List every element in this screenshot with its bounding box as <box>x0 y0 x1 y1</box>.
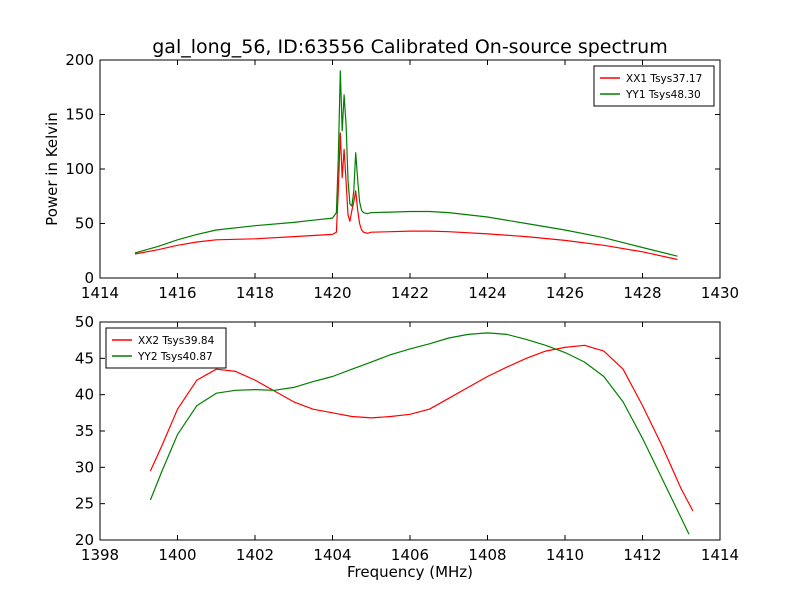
bottom-series-1-line <box>149 344 694 512</box>
bottom-x-axis-label: Frequency (MHz) <box>347 563 473 581</box>
top-legend-label-1: XX1 Tsys37.17 <box>626 73 702 85</box>
top-x-tick-label: 1416 <box>158 284 196 302</box>
bottom-x-tick-label: 1410 <box>546 546 584 564</box>
top-x-tick-label: 1426 <box>546 284 584 302</box>
top-legend: XX1 Tsys37.17 YY1 Tsys48.30 <box>593 65 715 107</box>
top-legend-box <box>593 65 715 107</box>
top-x-tick-label: 1424 <box>468 284 506 302</box>
bottom-x-tick-label: 1412 <box>623 546 661 564</box>
bottom-y-tick-label: 25 <box>75 495 94 513</box>
top-x-tick-label: 1418 <box>236 284 274 302</box>
bottom-x-tick-label: 1408 <box>468 546 506 564</box>
bottom-y-tick-label: 30 <box>75 458 94 476</box>
bottom-x-tick-label: 1414 <box>701 546 739 564</box>
bottom-legend-label-1: XX2 Tsys39.84 <box>138 335 215 347</box>
chart-title: gal_long_56, ID:63556 Calibrated On-sour… <box>152 36 667 58</box>
bottom-x-tick-label: 1398 <box>81 546 119 564</box>
top-x-tick-label: 1430 <box>701 284 739 302</box>
top-y-tick-label: 0 <box>84 269 94 287</box>
bottom-y-tick-label: 50 <box>75 313 94 331</box>
bottom-y-tick-label: 35 <box>75 422 94 440</box>
top-x-tick-label: 1420 <box>313 284 351 302</box>
bottom-x-tick-label: 1402 <box>236 546 274 564</box>
top-series-1-line <box>134 132 678 261</box>
top-y-tick-label: 50 <box>75 215 94 233</box>
top-y-tick-label: 150 <box>65 106 94 124</box>
bottom-y-tick-label: 45 <box>75 349 94 367</box>
bottom-legend: XX2 Tsys39.84 YY2 Tsys40.87 <box>105 327 227 369</box>
bottom-series-2-line <box>149 332 690 535</box>
top-y-axis-label: Power in Kelvin <box>43 112 61 226</box>
bottom-plot: 1398 1400 1402 1404 1406 1408 1410 1412 1414 20 25… <box>75 313 739 581</box>
top-series-2-line <box>134 70 678 257</box>
top-legend-label-2: YY1 Tsys48.30 <box>625 89 701 101</box>
top-y-tick-label: 100 <box>65 160 94 178</box>
bottom-x-tick-label: 1406 <box>391 546 429 564</box>
bottom-y-tick-label: 40 <box>75 386 94 404</box>
bottom-legend-box <box>105 327 227 369</box>
top-plot: 1414 1416 1418 1420 1422 1424 1426 1428 1430 0 50 1… <box>43 51 739 302</box>
bottom-x-tick-label: 1400 <box>158 546 196 564</box>
bottom-y-tick-label: 20 <box>75 531 94 549</box>
top-x-tick-label: 1414 <box>81 284 119 302</box>
top-x-tick-label: 1422 <box>391 284 429 302</box>
top-y-tick-label: 200 <box>65 51 94 69</box>
bottom-x-tick-label: 1404 <box>313 546 351 564</box>
bottom-legend-label-2: YY2 Tsys40.87 <box>137 351 213 363</box>
top-x-tick-label: 1428 <box>623 284 661 302</box>
